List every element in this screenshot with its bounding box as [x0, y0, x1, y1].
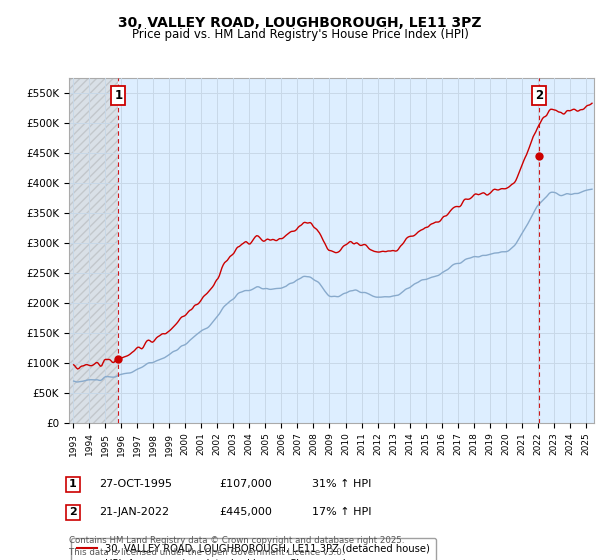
- Text: 17% ↑ HPI: 17% ↑ HPI: [312, 507, 371, 517]
- Text: £107,000: £107,000: [219, 479, 272, 489]
- Text: 21-JAN-2022: 21-JAN-2022: [99, 507, 169, 517]
- Text: 30, VALLEY ROAD, LOUGHBOROUGH, LE11 3PZ: 30, VALLEY ROAD, LOUGHBOROUGH, LE11 3PZ: [118, 16, 482, 30]
- Text: 1: 1: [69, 479, 77, 489]
- Legend: 30, VALLEY ROAD, LOUGHBOROUGH, LE11 3PZ (detached house), HPI: Average price, de: 30, VALLEY ROAD, LOUGHBOROUGH, LE11 3PZ …: [71, 538, 436, 560]
- Bar: [69, 63, 118, 423]
- Text: 2: 2: [69, 507, 77, 517]
- Text: 31% ↑ HPI: 31% ↑ HPI: [312, 479, 371, 489]
- Text: £445,000: £445,000: [219, 507, 272, 517]
- Text: Price paid vs. HM Land Registry's House Price Index (HPI): Price paid vs. HM Land Registry's House …: [131, 28, 469, 41]
- Text: 2: 2: [535, 88, 543, 101]
- Text: Contains HM Land Registry data © Crown copyright and database right 2025.
This d: Contains HM Land Registry data © Crown c…: [69, 536, 404, 557]
- Text: 27-OCT-1995: 27-OCT-1995: [99, 479, 172, 489]
- Text: 1: 1: [115, 88, 122, 101]
